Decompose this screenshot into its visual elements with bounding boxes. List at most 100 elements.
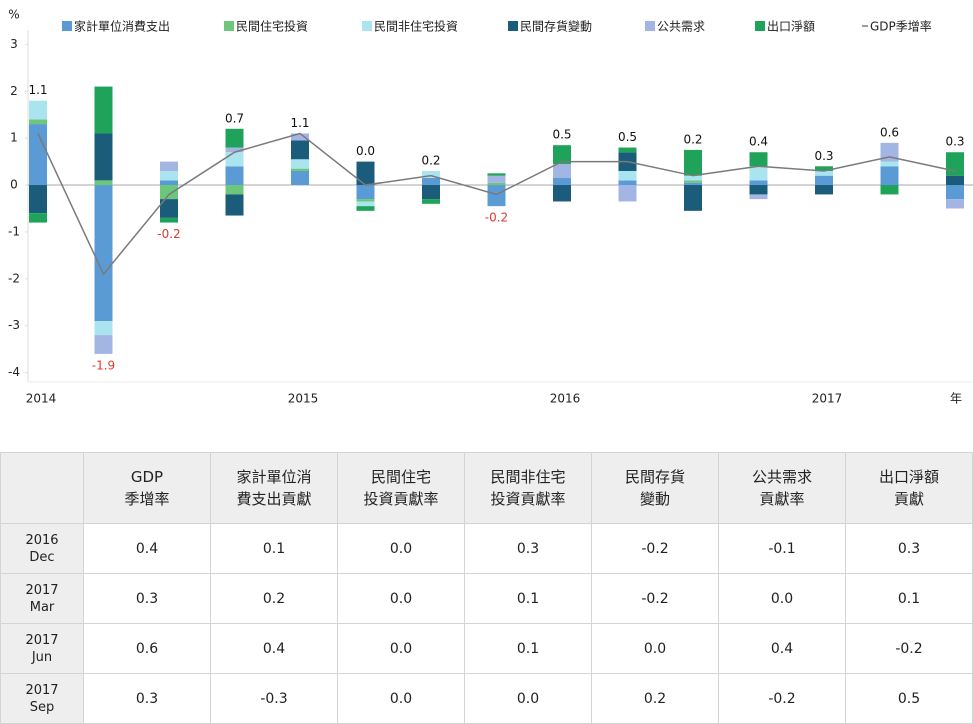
bar-segment (946, 152, 964, 176)
bar-segment (225, 147, 244, 153)
y-axis-label: % (8, 8, 19, 22)
bar-segment (946, 185, 964, 200)
y-tick-label: -2 (8, 271, 20, 285)
cell-line: 投資貢獻率 (490, 490, 566, 508)
table-cell: -0.2 (591, 523, 719, 574)
data-label: 0.5 (618, 130, 637, 144)
bar-segment (487, 173, 506, 176)
legend-label: 家計單位消費支出 (74, 19, 170, 34)
cell-line: 民間非住宅 (490, 468, 566, 486)
legend-label: 民間住宅投資 (236, 19, 308, 34)
bar-segment (160, 185, 178, 200)
header-cell: 民間非住宅投資貢獻率 (464, 452, 592, 524)
x-tick-label: 2016 (550, 392, 581, 406)
data-label: -1.9 (92, 358, 115, 372)
table-row: 2017 Jun 0.6 0.4 0.0 0.1 0.0 0.4 -0.2 (0, 623, 973, 674)
legend-label: 公共需求 (657, 20, 705, 34)
table-cell: 0.2 (591, 673, 719, 724)
bar-segment (356, 161, 375, 186)
bar-segment (225, 185, 244, 195)
bar-segment (29, 185, 47, 214)
cell-line: 民間存貨 (624, 468, 685, 486)
bar-segment (94, 335, 113, 354)
table-cell: 0.3 (83, 573, 211, 624)
row-label: 2017 Jun (0, 623, 84, 674)
table-row: 2017 Mar 0.3 0.2 0.0 0.1 -0.2 0.0 0.1 (0, 573, 973, 624)
cell-line: 費支出貢獻 (236, 490, 312, 508)
bar-segment (487, 185, 506, 207)
chart: % 年 3 2 1 0 -1 -2 -3 -4 2014 2015 2016 2017 1.1 -1.9 -… (8, 8, 973, 406)
bar-segment (618, 180, 637, 186)
header-cell: GDP 季增率 (83, 452, 211, 524)
bar-segment (553, 163, 571, 179)
table-cell: 0.2 (210, 573, 338, 624)
cell-line: 投資貢獻率 (363, 490, 439, 508)
table-cell: -0.3 (210, 673, 338, 724)
cell-line: 公共需求 (751, 468, 812, 486)
bar-segment (291, 170, 309, 186)
bar-segment (29, 124, 47, 186)
bar-segment (160, 180, 178, 186)
data-label: 0.3 (814, 149, 833, 163)
legend-swatch (62, 21, 72, 31)
bar-segment (880, 185, 899, 195)
bar-segment (618, 147, 637, 153)
legend-swatch (224, 21, 234, 31)
bar-segment (618, 185, 637, 202)
table-row: 2016 Dec 0.4 0.1 0.0 0.3 -0.2 -0.1 0.3 (0, 523, 973, 574)
bar-segment (225, 128, 244, 148)
y-tick-label: 0 (10, 178, 18, 192)
bar-segment (291, 133, 309, 141)
bar-segment (422, 199, 440, 204)
table-cell: 0.0 (591, 623, 719, 674)
bar-segment (880, 166, 899, 186)
table-cell: 0.3 (464, 523, 592, 574)
table-cell: 0.1 (464, 623, 592, 674)
cell-line: Jun (31, 649, 53, 665)
table-row: 2017 Sep 0.3 -0.3 0.0 0.0 0.2 -0.2 0.5 (0, 673, 973, 724)
table-cell: 0.0 (718, 573, 846, 624)
bar-segment (815, 175, 833, 186)
table-cell: -0.2 (591, 573, 719, 624)
cell-line: 2017 (25, 682, 59, 698)
cell-line: 變動 (639, 490, 670, 508)
row-label: 2017 Sep (0, 673, 84, 724)
header-cell: 公共需求 貢獻率 (718, 452, 846, 524)
x-tick-label: 2015 (288, 392, 319, 406)
bar-segment (225, 152, 244, 167)
bar-segment (553, 145, 571, 164)
table-cell: 0.3 (845, 523, 973, 574)
bar-segment (94, 185, 113, 322)
table-cell: -0.1 (718, 523, 846, 574)
data-table: GDP 季增率 家計單位消 費支出貢獻 民間住宅 投資貢獻率 民間非住宅 投資貢獻率 民間存貨變… (0, 452, 973, 724)
bar-segment (29, 119, 47, 125)
bar-segment (422, 185, 440, 200)
corner-cell (0, 452, 84, 524)
row-label: 2017 Mar (0, 573, 84, 624)
bar-segment (684, 182, 702, 186)
table-cell: 0.0 (337, 523, 465, 574)
y-tick-label: -1 (8, 224, 20, 238)
header-cell: 出口淨額 貢獻 (845, 452, 973, 524)
bar-segment (553, 185, 571, 202)
table-cell: 0.3 (83, 673, 211, 724)
bar-segment (356, 206, 375, 211)
bar-segment (749, 152, 768, 167)
cell-line: 民間住宅 (370, 468, 431, 486)
header-cell: 民間存貨 變動 (591, 452, 719, 524)
legend-label: 出口淨額 (767, 20, 815, 34)
data-label: 0.7 (225, 111, 244, 125)
table-cell: 0.1 (845, 573, 973, 624)
cell-line: 季增率 (124, 490, 170, 508)
data-label: 1.1 (290, 116, 309, 130)
bar-segment (749, 166, 768, 181)
cell-line: 貢獻 (893, 490, 924, 508)
cell-line: 貢獻率 (759, 490, 805, 508)
legend-swatch (508, 21, 518, 31)
legend-label: 民間非住宅投資 (374, 19, 458, 34)
cell-line: 家計單位消 (236, 468, 312, 486)
table-cell: 0.0 (337, 673, 465, 724)
table-cell: 0.4 (718, 623, 846, 674)
data-label: 1.1 (28, 83, 47, 97)
